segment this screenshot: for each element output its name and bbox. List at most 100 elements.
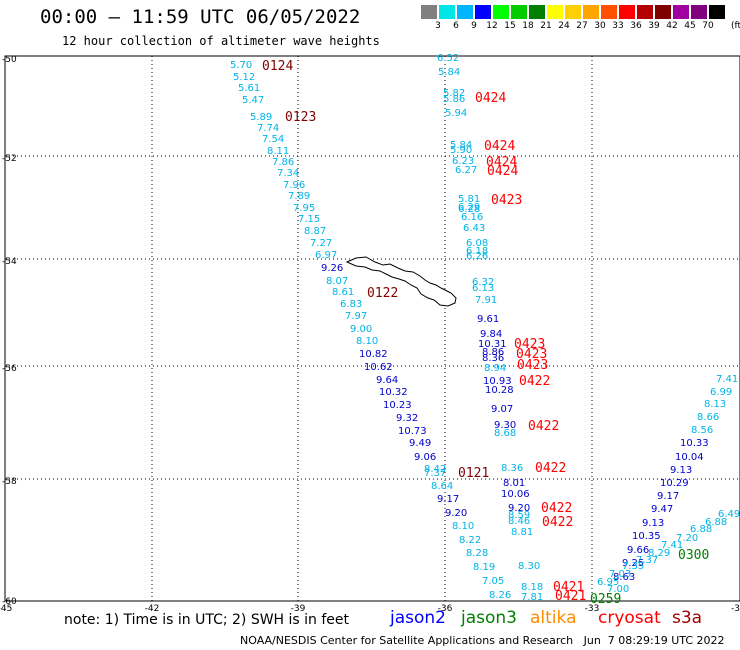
wave-height-value: 8.01 — [503, 478, 525, 489]
color-scale-label: 6 — [453, 21, 459, 31]
wave-height-value: 5.94 — [445, 108, 467, 119]
wave-height-value: 7.91 — [475, 295, 497, 306]
wave-height-value: 7.15 — [298, 214, 320, 225]
wave-height-value: 7.95 — [293, 203, 315, 214]
wave-height-value: 8.46 — [508, 516, 530, 527]
wave-height-value: 8.22 — [459, 535, 481, 546]
wave-height-value: 5.84 — [450, 140, 472, 151]
color-scale-swatch — [529, 5, 545, 19]
wave-height-value: 8.56 — [691, 425, 713, 436]
wave-height-value: 8.81 — [511, 527, 533, 538]
pass-time-label: 0423 — [517, 358, 548, 373]
wave-height-value: 5.89 — [250, 112, 272, 123]
wave-height-value: 9.49 — [409, 438, 431, 449]
wave-height-value: 6.08 — [466, 238, 488, 249]
wave-height-value: 9.32 — [396, 413, 418, 424]
wave-height-value: 7.81 — [521, 592, 543, 603]
color-scale-label: 15 — [504, 21, 516, 31]
longitude-tick-label: -33 — [585, 604, 600, 614]
color-scale-label: 39 — [648, 21, 660, 31]
wave-height-value: 6.32 — [472, 277, 494, 288]
wave-height-value: 10.62 — [364, 362, 393, 373]
color-scale-label: 9 — [471, 21, 477, 31]
wave-height-value: 9.64 — [376, 375, 398, 386]
color-scale-swatch — [565, 5, 581, 19]
color-scale-swatch — [673, 5, 689, 19]
x-axis-tick-labels: -45 -42 -39 -36 -33 -30 — [0, 604, 740, 614]
color-scale-swatch — [691, 5, 707, 19]
wave-height-value: 8.13 — [704, 399, 726, 410]
longitude-tick-label: -45 — [0, 604, 12, 614]
color-scale-label: 24 — [558, 21, 570, 31]
wave-height-value: 7.97 — [345, 311, 367, 322]
longitude-tick-label: -30 — [731, 604, 740, 614]
wave-height-value: 8.07 — [326, 276, 348, 287]
wave-height-value: 7.86 — [272, 157, 294, 168]
wave-height-measurements: 5.705.125.615.47 5.897.747.548.117.867.34… — [230, 53, 740, 603]
color-scale-swatch — [547, 5, 563, 19]
wave-height-value: 6.43 — [463, 223, 485, 234]
satellite-legend-jason3: jason3 — [461, 608, 517, 628]
wave-height-value: 10.82 — [359, 349, 388, 360]
color-scale-swatch — [601, 5, 617, 19]
color-scale-label: 33 — [612, 21, 624, 31]
wave-height-value: 8.59 — [508, 510, 530, 521]
pass-time-label: 0259 — [590, 592, 621, 607]
plot-frame — [4, 55, 740, 602]
wave-height-value: 9.13 — [670, 465, 692, 476]
satellite-legend-cryosat: cryosat — [598, 608, 661, 628]
wave-height-value: 7.37 — [636, 555, 658, 566]
wave-height-value: 10.29 — [660, 478, 689, 489]
y-axis-tick-labels: -50 -52 -54 -56 -58 -60 — [2, 55, 17, 607]
wave-height-value: 8.28 — [466, 548, 488, 559]
wave-height-value: 7.41 — [716, 374, 738, 385]
wave-height-value: 8.29 — [648, 548, 670, 559]
wave-height-value: 8.66 — [697, 412, 719, 423]
pass-time-label: 0424 — [484, 139, 515, 154]
wave-height-value: 6.88 — [705, 517, 727, 528]
wave-height-value: 9.61 — [477, 314, 499, 325]
wave-height-value: 9.20 — [508, 503, 530, 514]
wave-height-value: 5.81 — [458, 194, 480, 205]
pass-time-label: 0123 — [285, 110, 316, 125]
footer-credit: NOAA/NESDIS Center for Satellite Applica… — [240, 634, 725, 647]
wave-height-value: 7.34 — [277, 168, 299, 179]
pass-time-label: 0300 — [678, 548, 709, 563]
wave-height-value: 7.27 — [310, 238, 332, 249]
color-scale-label: 3 — [435, 21, 441, 31]
pass-time-label: 0122 — [367, 286, 398, 301]
pass-time-label: 0424 — [475, 91, 506, 106]
wave-height-value: 9.17 — [437, 494, 459, 505]
color-scale-label: 42 — [666, 21, 678, 31]
color-scale-swatch — [655, 5, 671, 19]
pass-time-labels: 0124012301220121042404240424042404230423… — [262, 59, 709, 607]
wave-height-value: 7.03 — [609, 569, 631, 580]
wave-height-value: 8.18 — [521, 582, 543, 593]
longitude-tick-label: -36 — [438, 604, 453, 614]
wave-height-value: 10.35 — [632, 531, 661, 542]
wave-height-value: 10.32 — [379, 387, 408, 398]
latitude-tick-label: -60 — [2, 597, 17, 607]
color-scale-swatch — [583, 5, 599, 19]
latitude-tick-label: -58 — [2, 477, 17, 487]
wave-height-value: 8.11 — [267, 146, 289, 157]
wave-height-value: 9.66 — [627, 545, 649, 556]
color-scale-swatch — [511, 5, 527, 19]
wave-height-value: 6.97 — [315, 250, 337, 261]
wave-height-value: 6.49 — [718, 509, 740, 520]
wave-height-value: 6.95 — [597, 577, 619, 588]
wave-height-value: 8.94 — [484, 363, 506, 374]
wave-height-value: 7.35 — [622, 561, 644, 572]
color-scale-label: 30 — [594, 21, 606, 31]
wave-height-value: 7.00 — [607, 584, 629, 595]
color-scale-label: 36 — [630, 21, 642, 31]
wave-height-value: 6.27 — [455, 165, 477, 176]
satellite-legend-s3a: s3a — [672, 608, 703, 628]
wave-height-value: 9.47 — [651, 504, 673, 515]
color-scale-swatch — [457, 5, 473, 19]
satellite-legend-altika: altika — [530, 608, 577, 628]
wave-height-value: 7.05 — [482, 576, 504, 587]
satellite-legend-jason2: jason2 — [390, 608, 446, 628]
wave-height-value: 6.13 — [472, 283, 494, 294]
